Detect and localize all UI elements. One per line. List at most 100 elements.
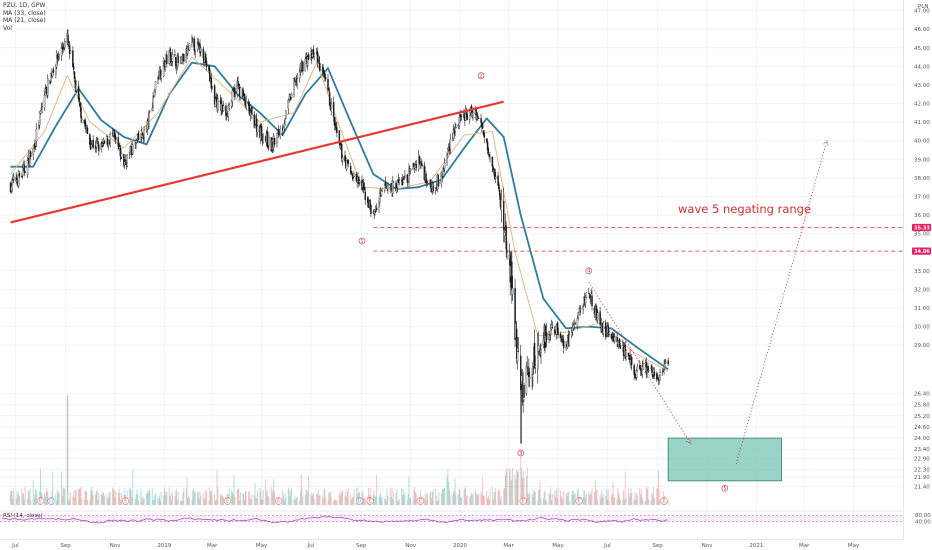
candle-201 <box>237 76 239 90</box>
volume-bar-355 <box>412 500 414 505</box>
candle-176 <box>209 66 211 82</box>
candle-95 <box>117 132 119 151</box>
volume-bar-489 <box>563 490 565 505</box>
candle-body-431 <box>498 184 500 190</box>
volume-bar-10 <box>21 488 23 505</box>
price-tick-9: 38.00 <box>914 176 930 182</box>
candle-body-207 <box>243 93 246 100</box>
candle-141 <box>169 46 171 58</box>
candle-body-235 <box>276 133 278 144</box>
candle-219 <box>256 124 259 137</box>
volume-bar-202 <box>238 489 240 505</box>
candle-body-519 <box>596 312 599 321</box>
candle-body-367 <box>425 173 427 183</box>
candle-300 <box>349 162 352 175</box>
price-tick-11: 36.00 <box>914 213 930 219</box>
candle-body-528 <box>607 325 609 334</box>
time-tick-0: Jul <box>11 543 19 549</box>
volume-bar-122 <box>147 493 149 505</box>
candle-body-448 <box>516 348 519 362</box>
volume-bar-194 <box>228 487 230 505</box>
candle-59 <box>75 80 77 93</box>
candle-15 <box>26 157 29 179</box>
volume-bar-518 <box>596 489 598 505</box>
candle-body-499 <box>574 322 576 325</box>
drawings-back <box>667 437 782 482</box>
candle-body-13 <box>23 165 26 172</box>
volume-bar-226 <box>265 492 267 505</box>
wave-label-text-4: 4 <box>587 269 590 275</box>
price-axis[interactable]: 47.00 46.00 45.00 44.00 43.00 42.00 41.00 40.00… <box>903 0 932 540</box>
volume-bar-474 <box>546 500 548 505</box>
volume-bar-299 <box>347 488 349 505</box>
candle-367 <box>425 171 427 183</box>
volume-bar-222 <box>261 499 263 505</box>
volume-bar-422 <box>487 495 489 505</box>
volume-bar-63 <box>80 487 82 505</box>
candle-body-20 <box>32 147 34 155</box>
volume-bar-30 <box>44 493 46 505</box>
volume-bar-165 <box>197 491 199 505</box>
volume-bar-72 <box>91 487 93 505</box>
volume-bar-90 <box>112 487 114 505</box>
candle-body-394 <box>455 127 457 129</box>
volume-bar-441 <box>509 469 511 505</box>
event-marker-circle-2 <box>121 497 130 505</box>
candle-404 <box>466 110 469 121</box>
candle-438 <box>505 221 507 258</box>
candle-415 <box>480 113 482 125</box>
volume-bar-166 <box>197 492 199 505</box>
volume-bar-380 <box>440 493 442 505</box>
event-marker-10: E <box>660 497 668 505</box>
candle-body-313 <box>363 186 366 191</box>
candle-body-287 <box>334 122 337 126</box>
time-axis[interactable]: Jul Sep Nov 2019 Mar May Jul Sep Nov 2020 Mar May Ju… <box>0 539 903 550</box>
volume-bar-68 <box>86 491 88 505</box>
legend-ma21[interactable]: MA (21, close) <box>3 17 46 25</box>
candle-129 <box>154 81 157 93</box>
volume-bar-487 <box>561 497 563 505</box>
volume-bar-57 <box>74 497 76 505</box>
volume-bar-14 <box>24 487 26 505</box>
candle-body-454 <box>523 384 525 398</box>
volume-bar-221 <box>260 490 262 505</box>
time-tick-3: 2019 <box>157 543 171 549</box>
volume-bar-420 <box>486 490 488 505</box>
candle-body-383 <box>443 169 445 171</box>
candle-body-555 <box>639 365 641 369</box>
volume-bar-327 <box>380 492 382 505</box>
volume-bar-439 <box>506 468 508 505</box>
price-tag-bg-0 <box>912 223 931 232</box>
legend-ma33[interactable]: MA (33, close) <box>3 9 46 17</box>
legend-symbol[interactable]: PZU, 1D, GPW <box>3 2 46 9</box>
volume-bar-113 <box>137 493 139 505</box>
legend-vol[interactable]: Vol <box>3 24 12 32</box>
candle-body-115 <box>140 137 142 142</box>
candle-body-164 <box>194 51 196 54</box>
candle-13 <box>23 160 26 177</box>
volume-bar-530 <box>610 495 612 505</box>
volume-bar-434 <box>500 496 502 505</box>
candle-body-112 <box>136 139 138 143</box>
volume-bar-142 <box>170 494 172 505</box>
candle-body-57 <box>73 71 76 80</box>
volume-bar-570 <box>656 488 658 505</box>
price-tag-text-2: 28.20 <box>914 358 930 364</box>
volume-bar-472 <box>544 491 546 505</box>
wave-label-text-3: 3 <box>519 451 522 457</box>
candle-361 <box>418 155 421 164</box>
volume-bar-201 <box>237 488 239 505</box>
volume-bar-242 <box>283 499 285 505</box>
event-marker-2: E <box>121 497 130 505</box>
candle-429 <box>494 172 497 183</box>
volume-bar-117 <box>142 500 144 505</box>
volume-bar-164 <box>194 491 196 505</box>
volume-bar-105 <box>129 488 131 505</box>
legend-rsi[interactable]: RSI (14, close) <box>3 513 43 519</box>
volume-bar-445 <box>514 474 516 505</box>
volume-bar-567 <box>652 495 654 505</box>
volume-bar-447 <box>516 469 518 505</box>
volume-bar-210 <box>248 491 250 505</box>
volume-bar-64 <box>81 499 83 505</box>
